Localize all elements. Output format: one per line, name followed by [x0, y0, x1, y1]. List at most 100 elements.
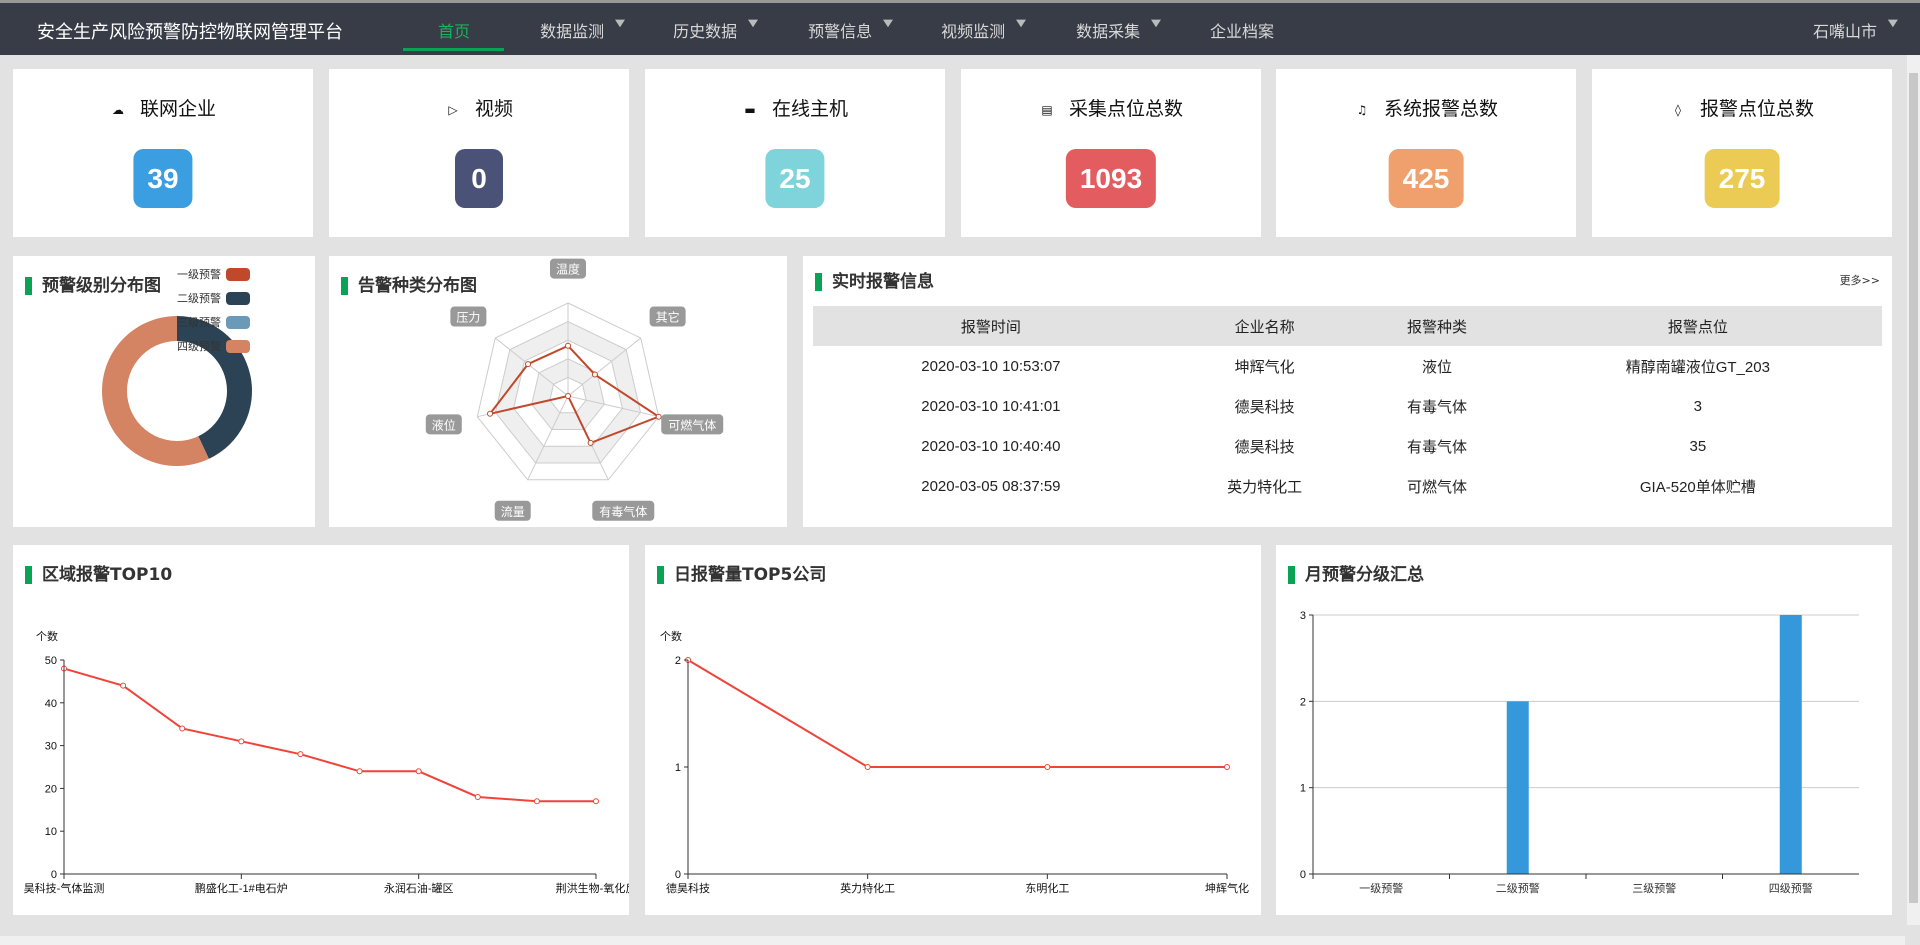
nav-item-6[interactable]: 企业档案 — [1210, 18, 1274, 42]
x-tick-label: 二级预警 — [1496, 881, 1540, 895]
y-tick-label: 20 — [45, 783, 57, 795]
table-cell: GIA-520单体贮槽 — [1639, 478, 1756, 496]
radar-indicator-bg — [550, 258, 586, 279]
alarm-type-panel: 告警种类分布图 温度 其它 可燃气体 有毒气体 流量 液位 压力 — [329, 256, 787, 527]
x-tick-label: 英力特化工 — [840, 881, 895, 895]
data-point[interactable] — [1044, 764, 1051, 770]
legend-swatch[interactable] — [226, 340, 250, 353]
y-tick-label: 1 — [675, 762, 681, 774]
radar-indicator-bg — [425, 414, 462, 435]
bar[interactable] — [1779, 615, 1802, 874]
data-point[interactable] — [415, 768, 422, 775]
radar-axis — [567, 395, 659, 418]
data-point[interactable] — [864, 764, 871, 770]
data-point[interactable] — [238, 738, 245, 745]
bar[interactable] — [1506, 701, 1529, 874]
radar-point[interactable] — [565, 342, 571, 349]
table-row[interactable]: 2020-03-05 08:37:59 英力特化工 可燃气体 GIA-520单体贮槽 — [813, 466, 1882, 506]
warning-level-panel: 预警级别分布图 一级预警 二级预警 三级预警 四级预警 — [13, 256, 315, 527]
legend-swatch[interactable] — [226, 268, 250, 281]
radar-point[interactable] — [525, 361, 532, 368]
column-header: 报警点位 — [1513, 306, 1882, 346]
more-link[interactable]: 更多>> — [1839, 274, 1880, 287]
nav-item-4[interactable]: 视频监测 ▼ — [941, 18, 1026, 42]
data-point[interactable] — [1224, 764, 1230, 770]
top-nav: 安全生产风险预警防控物联网管理平台 首页 数据监测 ▼ 历史数据 ▼ 预警信息 ▼ 视频监测 ▼… — [0, 0, 1920, 55]
stat-label: ☁ 联网企业 — [13, 97, 313, 122]
radar-point[interactable] — [587, 439, 594, 446]
radar-point[interactable] — [591, 371, 598, 378]
radar-point[interactable] — [655, 413, 662, 420]
nav-item-label: 预警信息 — [808, 22, 873, 41]
column-header: 报警时间 — [813, 306, 1169, 346]
vertical-scrollbar[interactable] — [1907, 55, 1920, 925]
city-selector[interactable]: 石嘴山市 ▼ — [1813, 18, 1898, 42]
chevron-down-icon: ▼ — [1887, 18, 1898, 29]
x-tick-label: 一级预警 — [1359, 881, 1403, 895]
table-row[interactable]: 2020-03-10 10:53:07 坤辉气化 液位 精醇南罐液位GT_203 — [813, 346, 1882, 386]
x-tick-label: 坤辉气化 — [1205, 881, 1249, 895]
x-tick-label: 荆洪生物-氧化反 — [556, 881, 629, 895]
radar-axis — [527, 395, 569, 481]
data-point[interactable] — [356, 768, 363, 775]
radar-axis — [494, 337, 569, 397]
stat-card[interactable]: ▬ 在线主机 25 — [645, 69, 945, 237]
panel-title: 实时报警信息 — [815, 272, 934, 292]
nav-item-3[interactable]: 预警信息 ▼ — [808, 18, 893, 42]
legend-swatch[interactable] — [226, 316, 250, 329]
chevron-down-icon: ▼ — [1151, 18, 1162, 29]
table-row[interactable]: 2020-03-10 10:40:40 德昊科技 有毒气体 35 — [813, 426, 1882, 466]
nav-item-5[interactable]: 数据采集 ▼ — [1076, 18, 1162, 42]
app-title: 安全生产风险预警防控物联网管理平台 — [37, 22, 343, 43]
nav-item-2[interactable]: 历史数据 ▼ — [673, 18, 758, 42]
scrollbar-thumb[interactable] — [1909, 73, 1918, 903]
radar-point[interactable] — [565, 393, 571, 399]
radar-indicator-label: 液位 — [432, 417, 456, 432]
stat-card[interactable]: ▤ 采集点位总数 1093 — [961, 69, 1261, 237]
stat-value: 275 — [1704, 149, 1780, 208]
legend-label: 一级预警 — [177, 267, 221, 281]
data-point[interactable] — [593, 798, 599, 805]
speaker-icon: ◊ — [1675, 102, 1681, 117]
data-point[interactable] — [474, 793, 481, 800]
y-axis-label: 个数 — [36, 630, 58, 643]
chevron-down-icon: ▼ — [615, 18, 626, 29]
stat-card[interactable]: ◊ 报警点位总数 275 — [1592, 69, 1892, 237]
column-header: 报警种类 — [1360, 306, 1514, 346]
stat-label-text: 系统报警总数 — [1383, 98, 1498, 120]
y-tick-label: 0 — [1300, 869, 1306, 881]
donut-slice[interactable] — [101, 316, 209, 466]
legend-swatch[interactable] — [226, 292, 250, 305]
line-series — [687, 659, 1227, 768]
data-point[interactable] — [297, 751, 304, 758]
donut-slice[interactable] — [177, 316, 252, 459]
stat-card[interactable]: ♫ 系统报警总数 425 — [1276, 69, 1576, 237]
nav-item-0[interactable]: 首页 — [438, 18, 470, 42]
daily-top5-panel: 日报警量TOP5公司 个数 德昊科技 英力特化工 东明化工 坤辉气化 0 1 2 — [645, 545, 1261, 915]
radar-point[interactable] — [487, 410, 494, 417]
panel-title: 预警级别分布图 — [25, 276, 161, 296]
x-tick-label: 鹏盛化工-1#电石炉 — [195, 881, 288, 895]
table-row[interactable]: 2020-03-10 10:41:01 德昊科技 有毒气体 3 — [813, 386, 1882, 426]
stat-card[interactable]: ☁ 联网企业 39 — [13, 69, 313, 237]
video-icon: ▷ — [448, 102, 458, 117]
table-cell: 可燃气体 — [1407, 478, 1468, 496]
realtime-alarm-panel: 实时报警信息 更多>> 报警时间 企业名称 报警种类 报警点位 2020-03-10 1… — [803, 256, 1892, 527]
stat-value: 425 — [1388, 149, 1464, 208]
data-point[interactable] — [533, 798, 540, 805]
stat-value: 0 — [455, 149, 503, 208]
data-point[interactable] — [179, 725, 186, 732]
data-point[interactable] — [120, 682, 127, 689]
x-tick-label: 昊科技-气体监测 — [24, 881, 105, 895]
horizontal-scrollbar[interactable] — [0, 936, 1905, 945]
line-series — [63, 667, 596, 803]
y-tick-label: 50 — [45, 655, 57, 667]
stat-card[interactable]: ▷ 视频 0 — [329, 69, 629, 237]
panel-title: 告警种类分布图 — [341, 276, 477, 296]
y-tick-label: 0 — [675, 869, 681, 881]
panel-title: 日报警量TOP5公司 — [657, 565, 826, 585]
nav-item-label: 数据采集 — [1076, 22, 1141, 41]
alarm-table: 报警时间 企业名称 报警种类 报警点位 2020-03-10 10:53:07 坤辉气化 液… — [813, 306, 1882, 506]
nav-item-1[interactable]: 数据监测 ▼ — [540, 18, 626, 42]
